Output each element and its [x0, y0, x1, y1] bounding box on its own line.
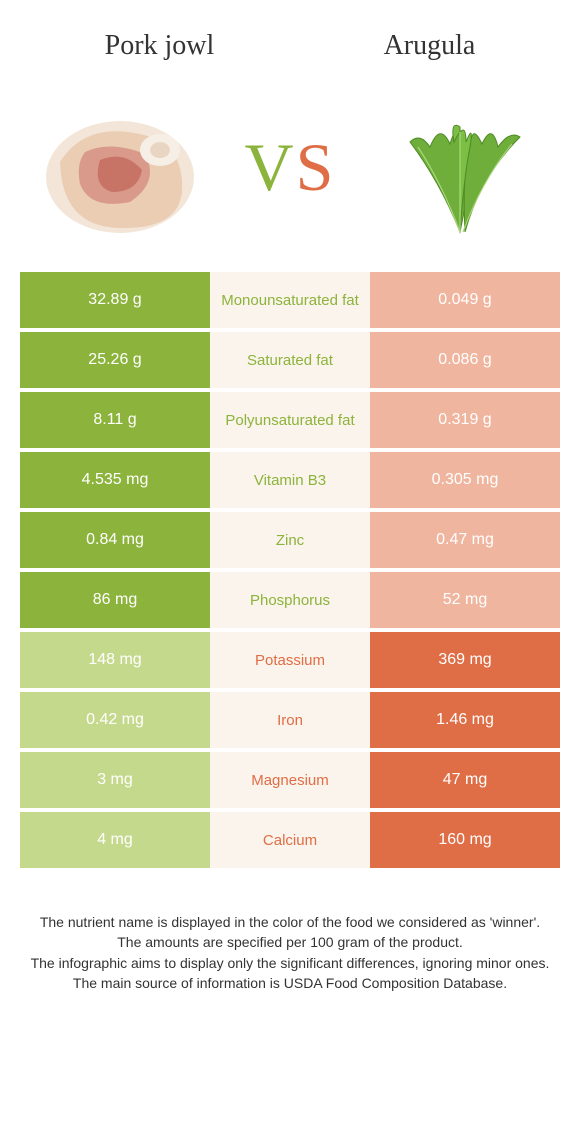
vs-v: V	[245, 129, 296, 205]
table-row: 8.11 gPolyunsaturated fat0.319 g	[20, 392, 560, 448]
nutrient-label: Saturated fat	[210, 332, 370, 388]
arugula-image	[370, 92, 550, 242]
footer-line: The main source of information is USDA F…	[30, 973, 550, 993]
vs-s: S	[296, 129, 336, 205]
right-value: 0.47 mg	[370, 512, 560, 568]
left-value: 4.535 mg	[20, 452, 210, 508]
right-food-title: Arugula	[384, 30, 476, 62]
table-row: 148 mgPotassium369 mg	[20, 632, 560, 688]
left-value: 3 mg	[20, 752, 210, 808]
nutrient-label: Monounsaturated fat	[210, 272, 370, 328]
table-row: 0.84 mgZinc0.47 mg	[20, 512, 560, 568]
left-value: 8.11 g	[20, 392, 210, 448]
table-row: 4 mgCalcium160 mg	[20, 812, 560, 868]
right-value: 369 mg	[370, 632, 560, 688]
right-value: 160 mg	[370, 812, 560, 868]
left-value: 32.89 g	[20, 272, 210, 328]
nutrient-label: Magnesium	[210, 752, 370, 808]
footer-line: The infographic aims to display only the…	[30, 953, 550, 973]
left-value: 0.42 mg	[20, 692, 210, 748]
right-value: 1.46 mg	[370, 692, 560, 748]
left-value: 25.26 g	[20, 332, 210, 388]
right-value: 47 mg	[370, 752, 560, 808]
table-row: 4.535 mgVitamin B30.305 mg	[20, 452, 560, 508]
right-value: 52 mg	[370, 572, 560, 628]
header-titles: Pork jowl Arugula	[0, 0, 580, 82]
left-value: 0.84 mg	[20, 512, 210, 568]
nutrient-label: Phosphorus	[210, 572, 370, 628]
pork-jowl-image	[30, 92, 210, 242]
nutrient-label: Iron	[210, 692, 370, 748]
table-row: 0.42 mgIron1.46 mg	[20, 692, 560, 748]
left-value: 86 mg	[20, 572, 210, 628]
footer-line: The nutrient name is displayed in the co…	[30, 912, 550, 932]
nutrient-label: Potassium	[210, 632, 370, 688]
table-row: 86 mgPhosphorus52 mg	[20, 572, 560, 628]
nutrient-table: 32.89 gMonounsaturated fat0.049 g25.26 g…	[0, 272, 580, 868]
nutrient-label: Calcium	[210, 812, 370, 868]
hero-row: VS	[0, 82, 580, 272]
left-value: 148 mg	[20, 632, 210, 688]
vs-label: VS	[245, 128, 336, 207]
nutrient-label: Zinc	[210, 512, 370, 568]
nutrient-label: Polyunsaturated fat	[210, 392, 370, 448]
nutrient-label: Vitamin B3	[210, 452, 370, 508]
table-row: 32.89 gMonounsaturated fat0.049 g	[20, 272, 560, 328]
right-value: 0.305 mg	[370, 452, 560, 508]
right-value: 0.049 g	[370, 272, 560, 328]
footer-notes: The nutrient name is displayed in the co…	[0, 872, 580, 993]
table-row: 25.26 gSaturated fat0.086 g	[20, 332, 560, 388]
left-food-title: Pork jowl	[105, 30, 215, 62]
left-value: 4 mg	[20, 812, 210, 868]
right-value: 0.086 g	[370, 332, 560, 388]
footer-line: The amounts are specified per 100 gram o…	[30, 932, 550, 952]
table-row: 3 mgMagnesium47 mg	[20, 752, 560, 808]
right-value: 0.319 g	[370, 392, 560, 448]
